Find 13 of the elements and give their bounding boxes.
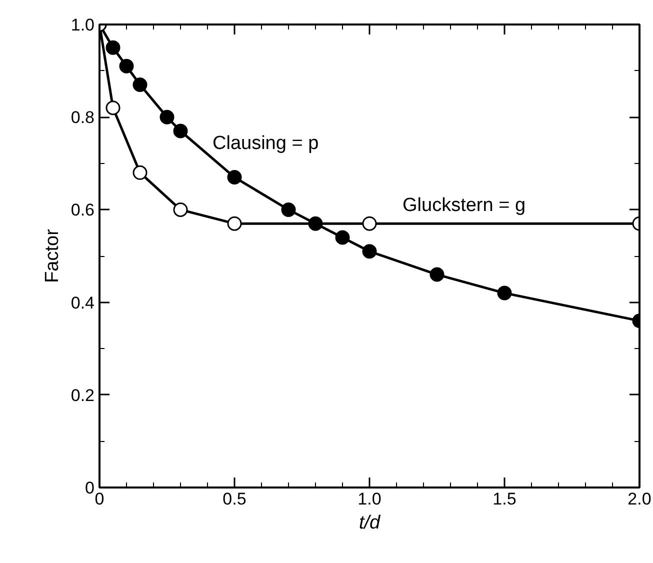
annotation: Clausing = p: [212, 133, 319, 154]
y-tick-label: 0.2: [70, 386, 95, 405]
y-tick-label: 0.8: [70, 108, 95, 128]
y-tick-label: 0.6: [70, 200, 95, 220]
x-axis-title: t/d: [358, 512, 382, 534]
x-tick-label: 2.0: [628, 490, 652, 508]
x-tick-label: 1.5: [492, 490, 516, 508]
y-tick-label: 1.0: [70, 16, 95, 34]
y-tick-label: 0.4: [70, 293, 95, 312]
annotation: Gluckstern = g: [402, 195, 526, 216]
y-axis-title: Factor: [42, 228, 63, 283]
x-tick-label: 1.0: [358, 490, 382, 508]
x-tick-label: 0.5: [222, 490, 246, 508]
